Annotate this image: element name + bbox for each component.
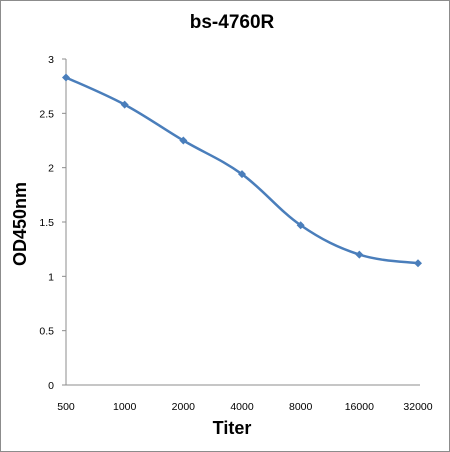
x-tick-label: 8000 xyxy=(289,401,313,413)
data-point-marker xyxy=(62,73,70,82)
y-tick-label: 1.5 xyxy=(39,217,54,229)
y-tick-label: 0 xyxy=(48,380,54,392)
y-tick-labels: 0 0.5 1 1.5 2 2.5 3 xyxy=(39,54,66,392)
data-point-marker xyxy=(414,259,422,268)
x-tick-label: 1000 xyxy=(113,401,137,413)
data-point-marker xyxy=(120,100,129,109)
data-point-marker xyxy=(296,221,305,230)
x-tick-label: 2000 xyxy=(172,401,196,413)
y-tick-label: 1 xyxy=(48,271,54,283)
y-tick-label: 3 xyxy=(48,54,54,66)
y-tick-label: 2.5 xyxy=(39,108,54,120)
y-tick-label: 2 xyxy=(48,163,54,175)
x-tick-label: 16000 xyxy=(345,401,374,413)
data-point-marker xyxy=(179,136,188,145)
series-group xyxy=(62,73,422,268)
x-tick-label: 500 xyxy=(57,401,75,413)
y-axis-title: OD450nm xyxy=(10,182,30,266)
chart-title: bs-4760R xyxy=(190,12,275,33)
data-point-marker xyxy=(355,250,364,259)
x-tick-label: 4000 xyxy=(230,401,254,413)
y-tick-label: 0.5 xyxy=(39,326,54,338)
x-tick-labels: 500 1000 2000 4000 8000 16000 32000 xyxy=(57,401,433,413)
x-axis-title: Titer xyxy=(213,418,252,438)
data-point-marker xyxy=(238,170,246,179)
x-tick-label: 32000 xyxy=(403,401,432,413)
